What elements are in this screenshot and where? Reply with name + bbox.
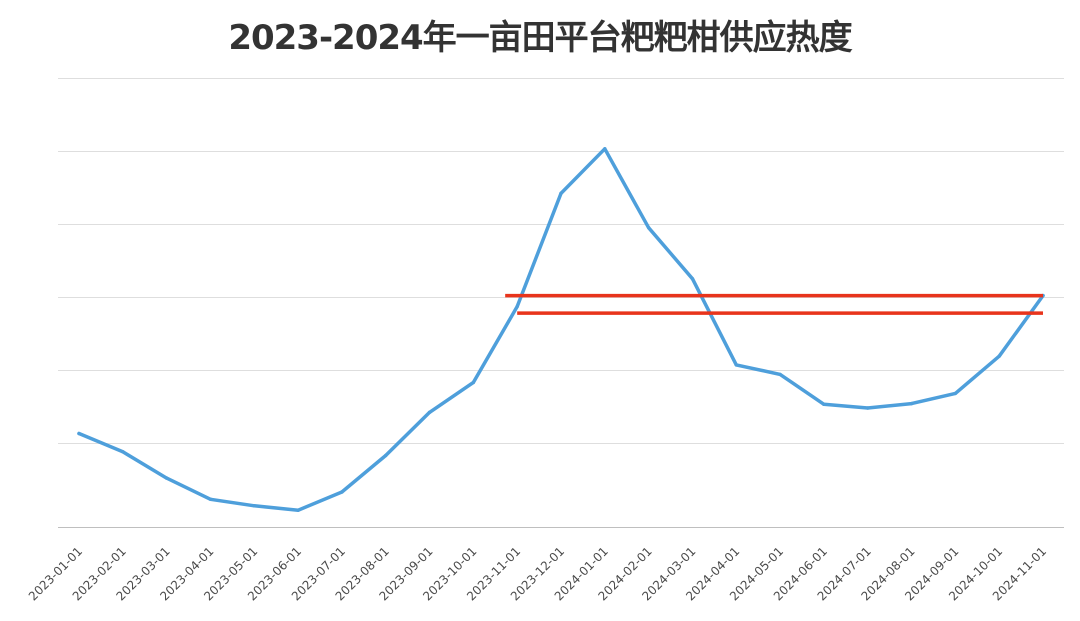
x-axis-tick-labels: 2023-01-012023-02-012023-03-012023-04-01… (26, 544, 1049, 603)
data-point (646, 225, 651, 230)
series-layer (77, 147, 1045, 512)
chart-title: 2023-2024年一亩田平台粑粑柑供应热度 (228, 18, 852, 58)
data-point (296, 508, 300, 512)
data-point (953, 391, 958, 396)
data-point (384, 453, 388, 458)
data-point (77, 431, 81, 436)
data-point (340, 490, 344, 494)
data-point (603, 147, 607, 151)
data-point (822, 402, 826, 407)
data-point (121, 450, 125, 454)
data-point (909, 401, 914, 406)
data-point (252, 504, 256, 508)
data-point (164, 476, 169, 480)
gridlines (58, 78, 1064, 528)
data-point (866, 406, 870, 410)
reference-lines (505, 293, 1043, 315)
series-line-1 (77, 147, 1045, 512)
data-point (778, 372, 782, 377)
data-point (515, 304, 519, 309)
data-point (471, 380, 476, 385)
data-point (690, 277, 695, 281)
data-point (427, 410, 432, 415)
data-point (997, 354, 1001, 358)
data-point (734, 363, 738, 367)
data-point (559, 191, 563, 196)
data-point (208, 497, 213, 501)
